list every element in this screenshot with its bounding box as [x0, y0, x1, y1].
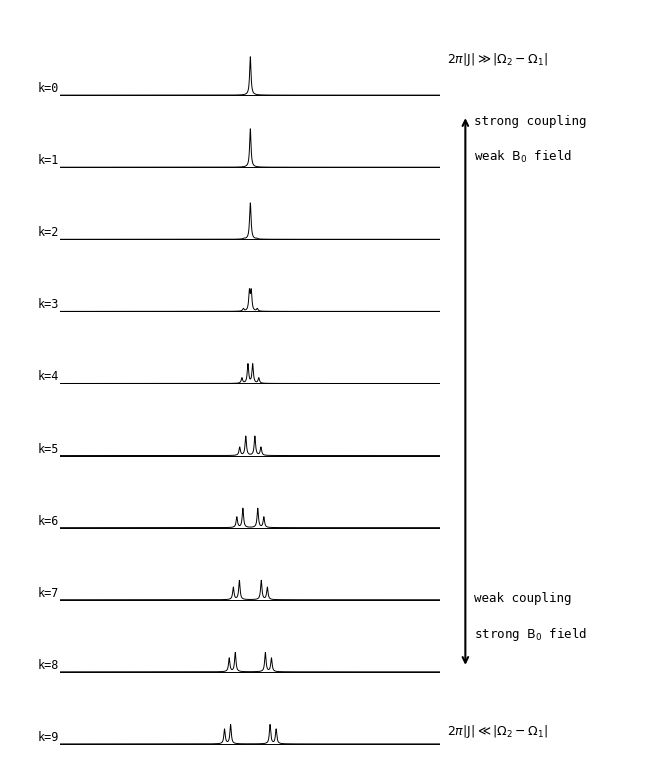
- Text: strong coupling: strong coupling: [474, 115, 586, 128]
- Text: weak coupling: weak coupling: [474, 593, 571, 605]
- Text: k=9: k=9: [37, 731, 58, 744]
- Text: k=7: k=7: [37, 586, 58, 600]
- Text: k=8: k=8: [37, 659, 58, 672]
- Text: $2\pi|\mathrm{J}| \gg |\Omega_2 - \Omega_1|$: $2\pi|\mathrm{J}| \gg |\Omega_2 - \Omega…: [447, 51, 548, 68]
- Text: k=0: k=0: [37, 82, 58, 95]
- Text: k=4: k=4: [37, 370, 58, 384]
- Text: k=1: k=1: [37, 154, 58, 168]
- Text: $2\pi|\mathrm{J}| \ll |\Omega_2 - \Omega_1|$: $2\pi|\mathrm{J}| \ll |\Omega_2 - \Omega…: [447, 723, 548, 740]
- Text: k=6: k=6: [37, 514, 58, 528]
- Text: k=2: k=2: [37, 226, 58, 240]
- Text: k=3: k=3: [37, 298, 58, 312]
- Text: strong $\mathrm{B}_0$ field: strong $\mathrm{B}_0$ field: [474, 626, 587, 643]
- Text: weak $\mathrm{B}_0$ field: weak $\mathrm{B}_0$ field: [474, 149, 572, 164]
- Text: k=5: k=5: [37, 442, 58, 456]
